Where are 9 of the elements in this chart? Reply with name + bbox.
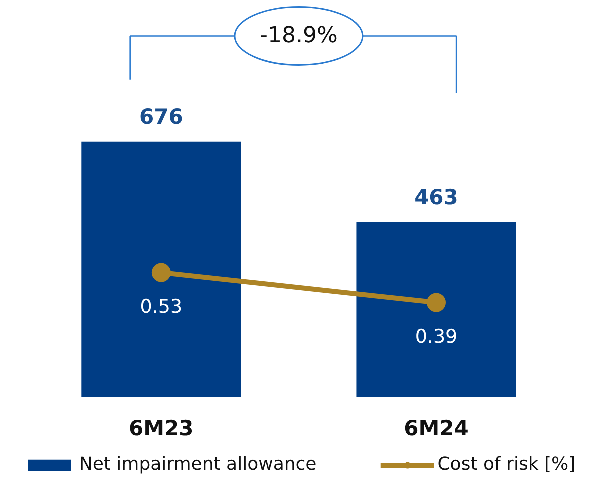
- data-label: 0.53: [140, 296, 183, 318]
- x-tick-label: 6M23: [129, 416, 194, 440]
- legend-label: Net impairment allowance: [79, 454, 317, 475]
- x-tick-label: 6M24: [404, 416, 469, 440]
- legend-label: Cost of risk [%]: [438, 454, 576, 475]
- text: -18.9%: [260, 24, 338, 49]
- data-label: 463: [414, 185, 458, 210]
- data-label: 0.39: [415, 326, 458, 348]
- data-label: 676: [140, 104, 184, 129]
